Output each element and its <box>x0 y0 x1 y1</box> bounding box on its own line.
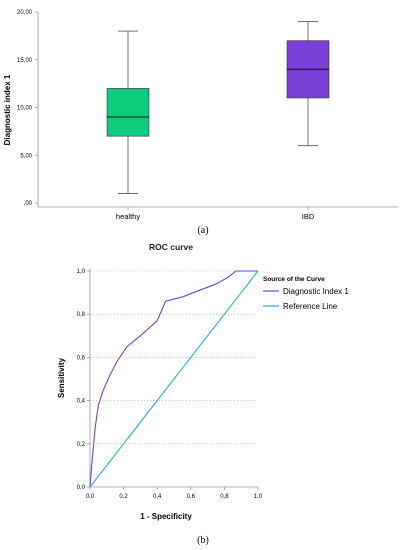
roc-x-tick-label: 0,4 <box>153 494 162 500</box>
roc-legend: Source of the Curve Diagnostic Index 1 Re… <box>263 276 349 311</box>
reference-line <box>89 270 259 488</box>
boxplot-y-tick-label: 20,00 <box>17 10 33 16</box>
boxplot-y-tick-label: ,00 <box>24 201 33 207</box>
roc-y-axis-label: Sensitivity <box>57 357 66 398</box>
roc-y-tick-label: 0,6 <box>77 355 86 361</box>
roc-x-tick-label: 1,0 <box>254 494 263 500</box>
roc-y-tick-label: 0,2 <box>77 442 86 448</box>
boxplot-y-tick-label: 15,00 <box>17 58 33 64</box>
legend-title: Source of the Curve <box>263 276 325 283</box>
roc-y-tick-label: 0,0 <box>77 485 86 491</box>
panel-label-a: (a) <box>197 225 208 236</box>
roc-x-tick-label: 0,0 <box>86 494 95 500</box>
roc-y-tick-label: 1,0 <box>77 269 86 275</box>
boxplot-box-healthy <box>106 88 150 137</box>
roc-y-tick-label: 0,8 <box>77 312 86 318</box>
boxplot-category-label: healthy <box>116 212 140 221</box>
roc-x-tick-label: 0,8 <box>220 494 229 500</box>
boxplot-y-tick-label: 10,00 <box>17 106 33 112</box>
roc-x-tick-label: 0,6 <box>187 494 196 500</box>
boxplot-y-ticks: ,00 5,00 10,00 15,00 20,00 <box>17 10 38 207</box>
boxplot-y-tick-label: 5,00 <box>20 153 32 159</box>
roc-y-ticks: 0,0 0,2 0,4 0,6 0,8 1,0 <box>77 269 90 491</box>
roc-series-lines <box>89 270 259 488</box>
roc-gridlines <box>90 270 258 445</box>
roc-x-tick-label: 0,2 <box>119 494 128 500</box>
boxplot-boxes <box>106 21 330 194</box>
roc-x-axis-label: 1 - Specificity <box>140 512 192 521</box>
roc-x-ticks: 0,0 0,2 0,4 0,6 0,8 1,0 <box>86 487 263 500</box>
panel-label-b: (b) <box>197 535 209 546</box>
boxplot-category-label: IBD <box>302 212 315 221</box>
legend-entry-label: Reference Line <box>283 302 338 311</box>
roc-curve-line <box>89 270 258 488</box>
boxplot-y-axis-label: Diagnostic index 1 <box>3 74 12 145</box>
roc-y-tick-label: 0,4 <box>77 399 86 405</box>
boxplot-chart: ,00 5,00 10,00 15,00 20,00 healthy IBD Diagno… <box>3 10 398 236</box>
roc-chart: ROC curve 0,00,20,40,60,81,0 0,0 0,2 0,4 0,… <box>57 242 349 546</box>
roc-title: ROC curve <box>149 242 193 252</box>
boxplot-category-labels: healthy IBD <box>116 207 315 221</box>
legend-entry-label: Diagnostic Index 1 <box>283 287 349 296</box>
